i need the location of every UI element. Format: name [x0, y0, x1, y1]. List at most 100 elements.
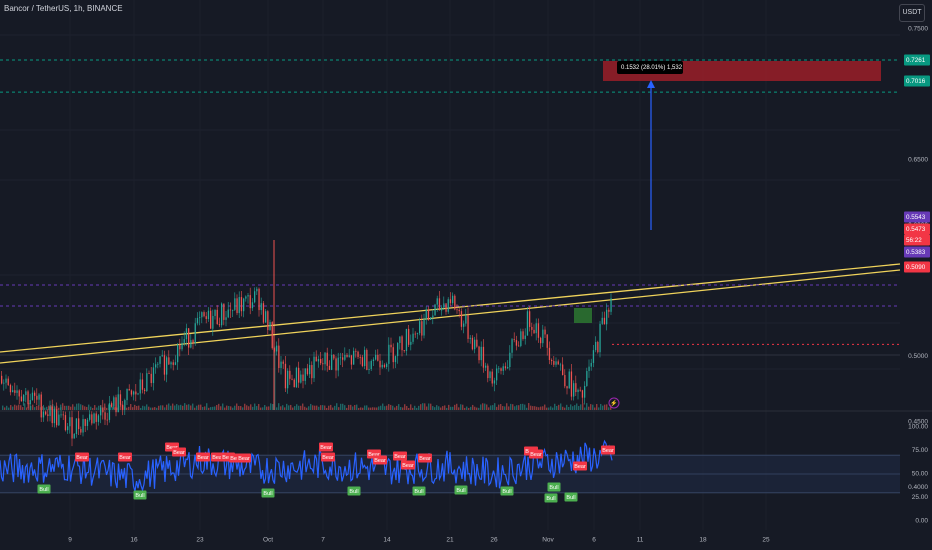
volume-bar: [470, 406, 472, 410]
volume-bar: [602, 405, 604, 410]
volume-bar: [32, 404, 34, 410]
bull-label-text: Bull: [502, 489, 511, 495]
currency-button[interactable]: USDT: [899, 4, 925, 22]
volume-bar: [404, 404, 406, 410]
volume-bar: [236, 403, 238, 410]
volume-bar: [180, 404, 182, 410]
candle-body: [234, 298, 236, 310]
bear-label: [373, 455, 387, 465]
volume-bar: [584, 407, 586, 410]
volume-bar: [544, 404, 546, 410]
volume-bar: [538, 407, 540, 410]
volume-bar: [306, 407, 308, 410]
lightning-icon[interactable]: [608, 397, 620, 409]
candle-body: [56, 409, 58, 426]
volume-bar: [204, 406, 206, 410]
candle-body: [194, 323, 196, 344]
volume-bar: [292, 407, 294, 410]
candle-body: [262, 303, 265, 323]
time-tick: 6: [592, 537, 596, 544]
candle-body: [540, 337, 542, 344]
candle-body: [170, 362, 172, 365]
volume-bar: [456, 403, 458, 410]
candle-body: [331, 354, 333, 370]
candle-body: [190, 340, 192, 348]
volume-bar: [362, 407, 364, 410]
candle-body: [284, 363, 287, 389]
price-label: 56:22: [906, 237, 922, 244]
bear-label-text: Bear: [119, 455, 131, 461]
candle-body: [229, 309, 232, 311]
volume-bar: [144, 406, 146, 410]
volume-bar: [516, 405, 518, 410]
volume-bar: [162, 405, 164, 410]
volume-bar: [76, 403, 78, 410]
volume-bar: [370, 407, 372, 410]
candle-body: [23, 394, 25, 402]
volume-bar: [550, 406, 552, 410]
volume-bar: [566, 404, 568, 410]
volume-bar: [546, 407, 548, 410]
candle-body: [366, 349, 368, 370]
candle-body: [546, 334, 548, 348]
candle-body: [436, 298, 438, 305]
candle-body: [192, 340, 194, 344]
candle-body: [71, 417, 73, 439]
candle-body: [133, 391, 135, 395]
candle-body: [458, 309, 460, 312]
bear-label-text: Bear: [530, 452, 542, 458]
candle-body: [188, 328, 190, 348]
candle-body: [487, 365, 489, 379]
volume-bar: [242, 407, 244, 410]
candle-body: [12, 390, 14, 393]
volume-bar: [398, 404, 400, 410]
bear-label: [237, 453, 251, 463]
volume-bar: [438, 406, 440, 410]
rsi-tick: 50.00: [912, 471, 929, 478]
volume-bar: [510, 403, 512, 410]
volume-bar: [198, 404, 200, 410]
volume-bar: [394, 407, 396, 410]
rsi-tick: 0.00: [915, 518, 928, 525]
candle-body: [9, 385, 12, 393]
bear-label-text: Bear: [320, 445, 332, 451]
volume-bar: [128, 406, 130, 410]
volume-bar: [44, 407, 46, 410]
volume-bar: [366, 405, 368, 410]
lightning-glyph: ⚡: [610, 399, 617, 407]
candle-body: [278, 345, 280, 368]
volume-bar: [494, 403, 496, 410]
price-label: 0.5473: [906, 226, 926, 233]
volume-bar: [430, 403, 432, 410]
bear-label: [401, 460, 415, 470]
volume-bar: [12, 406, 14, 410]
volume-bar: [586, 403, 588, 410]
volume-bar: [414, 405, 416, 410]
volume-bar: [300, 405, 302, 410]
volume-bar: [158, 405, 160, 410]
candle-body: [568, 371, 570, 389]
candle-body: [599, 323, 601, 353]
candle-body: [392, 347, 394, 363]
candle-body: [520, 331, 522, 346]
candle-body: [449, 299, 452, 304]
volume-bar: [188, 404, 190, 410]
volume-bar: [156, 407, 158, 410]
volume-bar: [146, 404, 148, 410]
candle-body: [302, 374, 304, 381]
candle-body: [465, 315, 467, 324]
volume-bar: [480, 404, 482, 410]
volume-bar: [38, 405, 40, 410]
candle-body: [476, 339, 478, 347]
candle-body: [311, 365, 313, 379]
volume-bar: [352, 406, 354, 410]
volume-bar: [446, 407, 448, 410]
candle-body: [570, 371, 573, 397]
candle-body: [460, 311, 463, 327]
volume-bar: [112, 406, 114, 410]
candle-body: [53, 409, 56, 424]
bull-label-text: Bull: [263, 491, 272, 497]
candle-body: [535, 323, 537, 334]
candle-body: [544, 329, 546, 335]
